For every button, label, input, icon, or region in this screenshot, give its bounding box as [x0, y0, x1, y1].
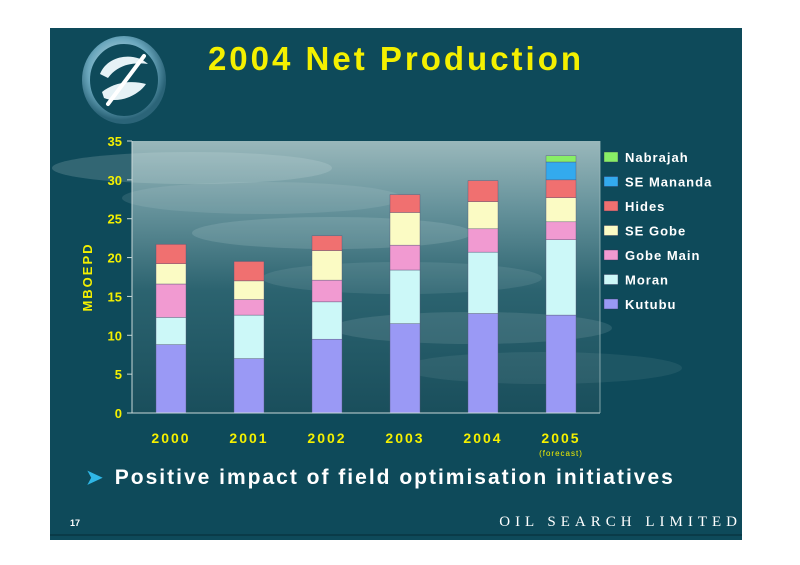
- bar-segment-hides: [545, 179, 577, 198]
- bar-segment-kutubu: [545, 314, 577, 414]
- bar-segment-gobe-main: [233, 299, 265, 316]
- legend-label: Hides: [625, 199, 665, 214]
- slide-title: 2004 Net Production: [207, 40, 585, 77]
- bar-segment-moran: [155, 317, 187, 345]
- bar-segment-kutubu: [155, 344, 187, 414]
- texture-band: [52, 152, 332, 184]
- x-tick-note: (forecast): [539, 449, 583, 458]
- legend-swatch: [603, 249, 619, 261]
- bar-segment-moran: [467, 251, 499, 314]
- y-tick-label: 5: [115, 367, 122, 382]
- x-tick-label: 2000: [151, 430, 190, 446]
- y-tick-label: 10: [108, 328, 122, 343]
- bar-segment-se-mananda: [545, 161, 577, 181]
- legend-label: SE Gobe: [625, 224, 686, 239]
- bar-segment-moran: [545, 239, 577, 316]
- bar-segment-kutubu: [389, 323, 421, 414]
- bar-segment-se-gobe: [545, 197, 577, 223]
- bar-segment-nabrajah: [545, 155, 577, 163]
- bar-segment-kutubu: [311, 338, 343, 414]
- bar-segment-se-gobe: [467, 201, 499, 230]
- bar-segment-moran: [389, 269, 421, 324]
- bar-segment-hides: [389, 194, 421, 213]
- axes-group: 0 5 10 15 20 25 30 35 MBOEPD: [80, 134, 601, 421]
- bar-segment-kutubu: [467, 313, 499, 414]
- company-name: OIL SEARCH LIMITED: [499, 514, 742, 530]
- bar-segment-gobe-main: [389, 244, 421, 271]
- y-axis-label: MBOEPD: [80, 242, 95, 311]
- stacked-bar-chart: 2000 2001 2002 2003 2004 2005 (forecast) 0 5 10 1…: [52, 134, 712, 458]
- legend-swatch: [603, 200, 619, 212]
- bar-segment-hides: [233, 261, 265, 282]
- legend-swatch: [603, 151, 619, 163]
- y-tick-label: 20: [108, 251, 122, 266]
- y-tick-label: 0: [115, 406, 122, 421]
- bar-segment-hides: [467, 180, 499, 202]
- texture-band: [402, 352, 682, 384]
- bars-group: 2000 2001 2002 2003 2004 2005 (forecast): [151, 155, 583, 458]
- legend-label: SE Mananda: [625, 175, 712, 190]
- bullet-text: Positive impact of field optimisation in…: [114, 466, 675, 489]
- legend-label: Gobe Main: [625, 248, 700, 263]
- bar-segment-se-gobe: [155, 263, 187, 285]
- y-tick-label: 35: [108, 134, 122, 149]
- y-tick-label: 30: [108, 173, 122, 188]
- arrow-bullet-icon: ➤: [86, 467, 105, 489]
- plot-background: [132, 141, 600, 413]
- bullet-point: ➤ Positive impact of field optimisation i…: [86, 465, 675, 490]
- legend-swatch: [603, 176, 619, 187]
- x-tick-label: 2002: [307, 430, 346, 446]
- texture-band: [122, 182, 402, 214]
- legend-swatch: [603, 298, 619, 310]
- footer-divider: [50, 534, 742, 536]
- bar-segment-hides: [155, 244, 187, 264]
- legend-label: Nabrajah: [625, 150, 689, 165]
- bar-segment-kutubu: [233, 358, 265, 414]
- x-tick-label: 2001: [229, 430, 268, 446]
- legend-swatch: [603, 225, 619, 236]
- legend-swatch: [603, 274, 619, 285]
- legend-label: Moran: [625, 273, 669, 288]
- page-number: 17: [70, 518, 81, 528]
- bar-segment-gobe-main: [311, 279, 343, 303]
- bar-segment-moran: [311, 301, 343, 340]
- bar-segment-se-gobe: [389, 212, 421, 246]
- slide: 2004 Net Production 2000 2001 2002 2003 2004…: [50, 28, 742, 540]
- y-tick-label: 25: [108, 212, 122, 227]
- x-tick-label: 2005: [541, 430, 580, 446]
- legend-label: Kutubu: [625, 297, 676, 312]
- x-tick-label: 2004: [463, 430, 502, 446]
- bar-segment-moran: [233, 314, 265, 359]
- bar-segment-se-gobe: [233, 280, 265, 300]
- legend: Nabrajah SE Mananda Hides SE Gobe Gobe Main M…: [603, 150, 712, 312]
- bar-segment-gobe-main: [467, 228, 499, 253]
- x-tick-label: 2003: [385, 430, 424, 446]
- bar-segment-gobe-main: [155, 283, 187, 318]
- bar-segment-gobe-main: [545, 221, 577, 240]
- bar-segment-se-gobe: [311, 250, 343, 281]
- bar-segment-hides: [311, 235, 343, 251]
- company-logo-icon: [82, 36, 166, 124]
- y-tick-label: 15: [108, 289, 122, 304]
